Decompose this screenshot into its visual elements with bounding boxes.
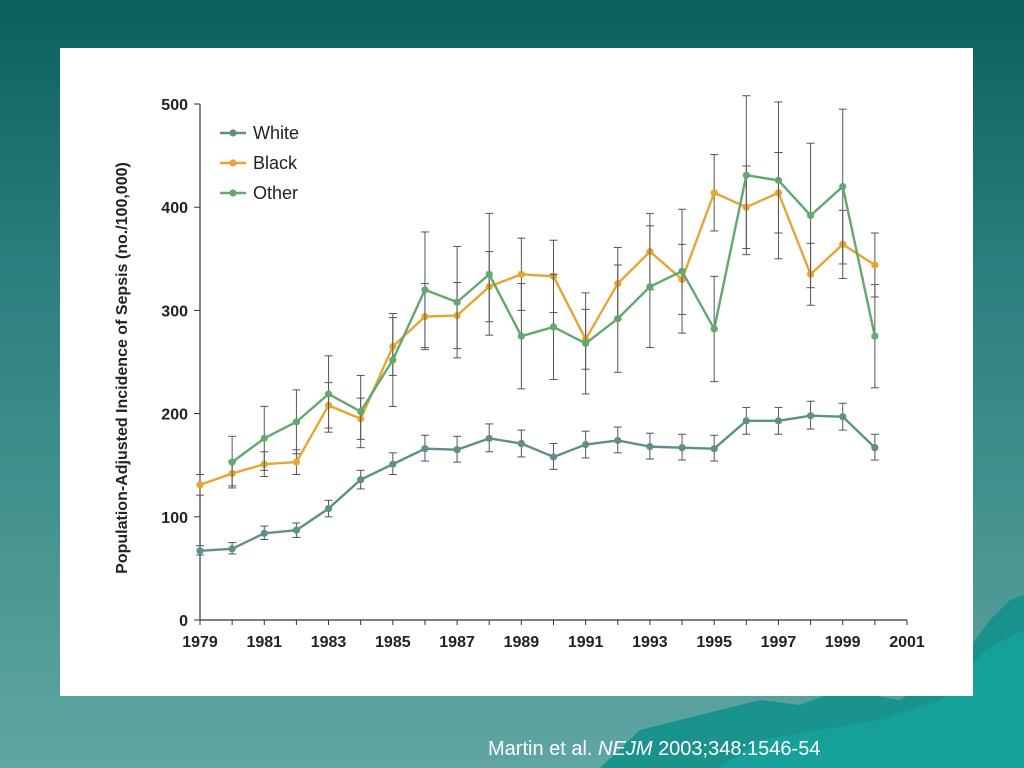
data-point-white [678, 444, 686, 452]
x-tick-label: 1989 [504, 634, 540, 651]
sepsis-incidence-line-chart: 0 100 200 300 400 500 1979 1981 1983 1985 1987 1989… [114, 95, 925, 651]
x-tick-label: 1983 [311, 634, 347, 651]
data-point-white [485, 434, 493, 442]
data-point-other [453, 298, 461, 306]
x-tick-label: 1999 [825, 634, 861, 651]
data-point-white [292, 526, 301, 534]
data-point-white [614, 436, 622, 445]
data-point-white [646, 443, 654, 451]
series-line-white [199, 414, 876, 553]
data-point-other [839, 182, 847, 191]
data-point-white [582, 440, 590, 449]
data-point-black [292, 458, 301, 466]
citation-journal: NEJM [598, 738, 653, 760]
x-tick-label: 1997 [761, 634, 797, 651]
data-point-white [710, 445, 718, 453]
legend-marker-white [229, 129, 237, 137]
data-point-other [806, 211, 815, 220]
data-point-black [196, 481, 204, 489]
data-point-other [421, 286, 429, 294]
data-point-black [517, 270, 525, 278]
data-point-other [357, 407, 365, 416]
y-tick-label: 0 [179, 613, 188, 630]
data-point-other [228, 458, 236, 466]
legend-label-other: Other [253, 183, 298, 203]
data-point-other [742, 171, 750, 179]
data-point-other [292, 418, 301, 426]
x-tick-label: 1987 [439, 634, 475, 651]
y-tick-label: 400 [161, 200, 188, 217]
legend: White Black Other [220, 123, 299, 203]
data-point-white [839, 413, 847, 421]
y-tick-label: 300 [161, 303, 188, 320]
data-point-white [806, 412, 815, 420]
data-point-other [678, 267, 686, 275]
citation-reference: 2003;348:1546-54 [658, 738, 821, 760]
data-point-other [774, 176, 783, 184]
data-point-white [196, 547, 204, 555]
series-line-black [199, 191, 876, 486]
x-tick-label: 1991 [568, 634, 604, 651]
x-tick-label: 1981 [246, 634, 282, 651]
data-point-black [710, 189, 718, 197]
y-axis-title: Population-Adjusted Incidence of Sepsis … [114, 162, 131, 574]
data-point-white [260, 529, 268, 537]
data-point-white [228, 545, 236, 553]
data-point-white [871, 444, 879, 452]
citation: Martin et al. NEJM 2003;348:1546-54 [488, 738, 820, 764]
citation-authors: Martin et al. [488, 738, 593, 760]
series-other [228, 95, 879, 489]
data-point-other [389, 356, 397, 364]
y-tick-label: 100 [161, 510, 188, 527]
data-point-black [871, 261, 879, 269]
chart-panel: 0 100 200 300 400 500 1979 1981 1983 1985 1987 1989… [60, 48, 973, 696]
legend-marker-black [229, 159, 237, 167]
data-point-other [871, 332, 879, 340]
y-tick-label: 200 [161, 407, 188, 424]
data-point-other [324, 390, 333, 398]
legend-marker-other [229, 189, 237, 197]
x-tick-label: 1993 [632, 634, 668, 651]
data-point-white [357, 476, 365, 484]
series-white [196, 400, 879, 556]
data-point-white [389, 460, 397, 468]
data-point-other [710, 325, 718, 333]
x-tick-label: 1985 [375, 634, 411, 651]
x-tick-label: 1995 [696, 634, 732, 651]
data-point-other [582, 339, 590, 348]
data-point-other [646, 283, 654, 291]
data-point-other [517, 332, 525, 340]
ice-wave-highlight [720, 630, 1024, 768]
data-point-white [453, 446, 461, 454]
data-point-white [549, 453, 558, 461]
y-tick-label: 500 [161, 97, 188, 114]
data-point-other [614, 315, 622, 323]
data-point-white [742, 417, 750, 425]
data-point-other [549, 323, 558, 331]
data-point-white [774, 417, 783, 425]
legend-label-black: Black [253, 153, 298, 173]
x-tick-label: 2001 [889, 634, 925, 651]
legend-label-white: White [253, 123, 299, 143]
series-black [196, 152, 879, 496]
data-point-other [260, 434, 268, 442]
x-tick-label: 1979 [182, 634, 218, 651]
data-point-white [517, 439, 525, 448]
data-point-other [485, 270, 493, 278]
data-point-white [324, 504, 333, 513]
data-point-white [421, 445, 429, 453]
